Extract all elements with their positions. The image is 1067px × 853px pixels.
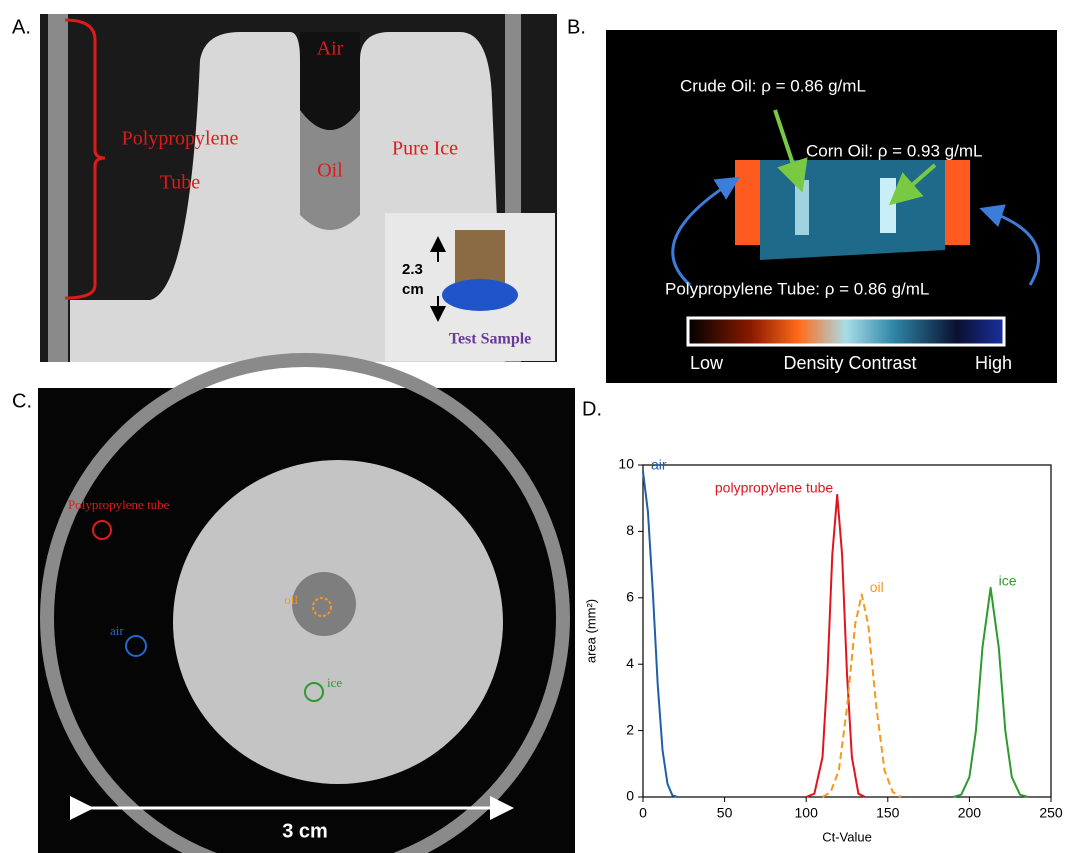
series-label: ice (999, 573, 1017, 589)
label-low: Low (690, 353, 724, 373)
x-axis-label: Ct-Value (822, 829, 872, 844)
series-line (953, 588, 1028, 797)
label-air: air (110, 623, 124, 638)
label-tube: Polypropylene Tube: ρ = 0.86 g/mL (665, 279, 929, 298)
panel-label: C. (12, 390, 32, 412)
tube-wall (48, 14, 68, 362)
x-tick-label: 50 (717, 805, 733, 821)
y-tick-label: 0 (626, 788, 634, 804)
crude-oil (795, 180, 809, 235)
panel-a: A. Air Oil Polypropylene Tube Pure Ice 2… (12, 14, 557, 362)
panel-label: D. (582, 398, 602, 420)
label-tube: Polypropylene (122, 128, 239, 150)
y-axis-label: area (mm²) (583, 599, 598, 663)
label-air: Air (317, 38, 344, 60)
panel-label: A. (12, 16, 31, 38)
panel-label: B. (567, 16, 586, 38)
y-tick-label: 10 (618, 456, 634, 472)
y-tick-label: 6 (626, 589, 634, 605)
y-tick-label: 8 (626, 522, 634, 538)
label-crude: Crude Oil: ρ = 0.86 g/mL (680, 76, 866, 95)
label-contrast: Density Contrast (783, 353, 916, 373)
label-corn: Corn Oil: ρ = 0.93 g/mL (806, 141, 982, 160)
x-tick-label: 250 (1039, 805, 1063, 821)
series-line (643, 472, 677, 797)
label-high: High (975, 353, 1012, 373)
x-tick-label: 100 (795, 805, 819, 821)
label-oil: Oil (317, 160, 343, 182)
y-tick-label: 4 (626, 655, 634, 671)
x-tick-label: 150 (876, 805, 900, 821)
corn-oil (880, 178, 896, 233)
figure: A. Air Oil Polypropylene Tube Pure Ice 2… (0, 0, 1067, 853)
label-ice: ice (327, 675, 342, 690)
series-label: air (651, 456, 667, 472)
scale-label: 3 cm (282, 820, 328, 842)
label-tube: Tube (160, 172, 201, 194)
series-line (823, 594, 901, 797)
series-label: oil (870, 579, 884, 595)
label-height: cm (402, 281, 424, 298)
panel-d: D. 0 50 100 150 200 250 0 2 4 6 8 10 Ct-Value area (m… (582, 398, 1063, 844)
label-height: 2.3 (402, 261, 423, 278)
series-label: polypropylene tube (715, 480, 834, 496)
x-tick-label: 0 (639, 805, 647, 821)
label-tube: Polypropylene tube (68, 497, 170, 512)
ice-block (760, 160, 945, 260)
color-bar (688, 318, 1004, 345)
cap (442, 279, 518, 311)
panel-b: B. Crude Oil: ρ = 0.86 g/mL Corn Oil: ρ … (567, 16, 1057, 383)
series-line (806, 495, 865, 797)
label-sample: Test Sample (449, 331, 532, 348)
x-tick-label: 200 (958, 805, 982, 821)
panel-c: C. Polypropylene tube oil air ice 3 cm (12, 360, 575, 853)
label-oil: oil (284, 592, 298, 607)
plot-frame (643, 465, 1051, 797)
y-tick-label: 2 (626, 721, 634, 737)
oil-core (292, 572, 356, 636)
label-ice: Pure Ice (392, 138, 458, 160)
